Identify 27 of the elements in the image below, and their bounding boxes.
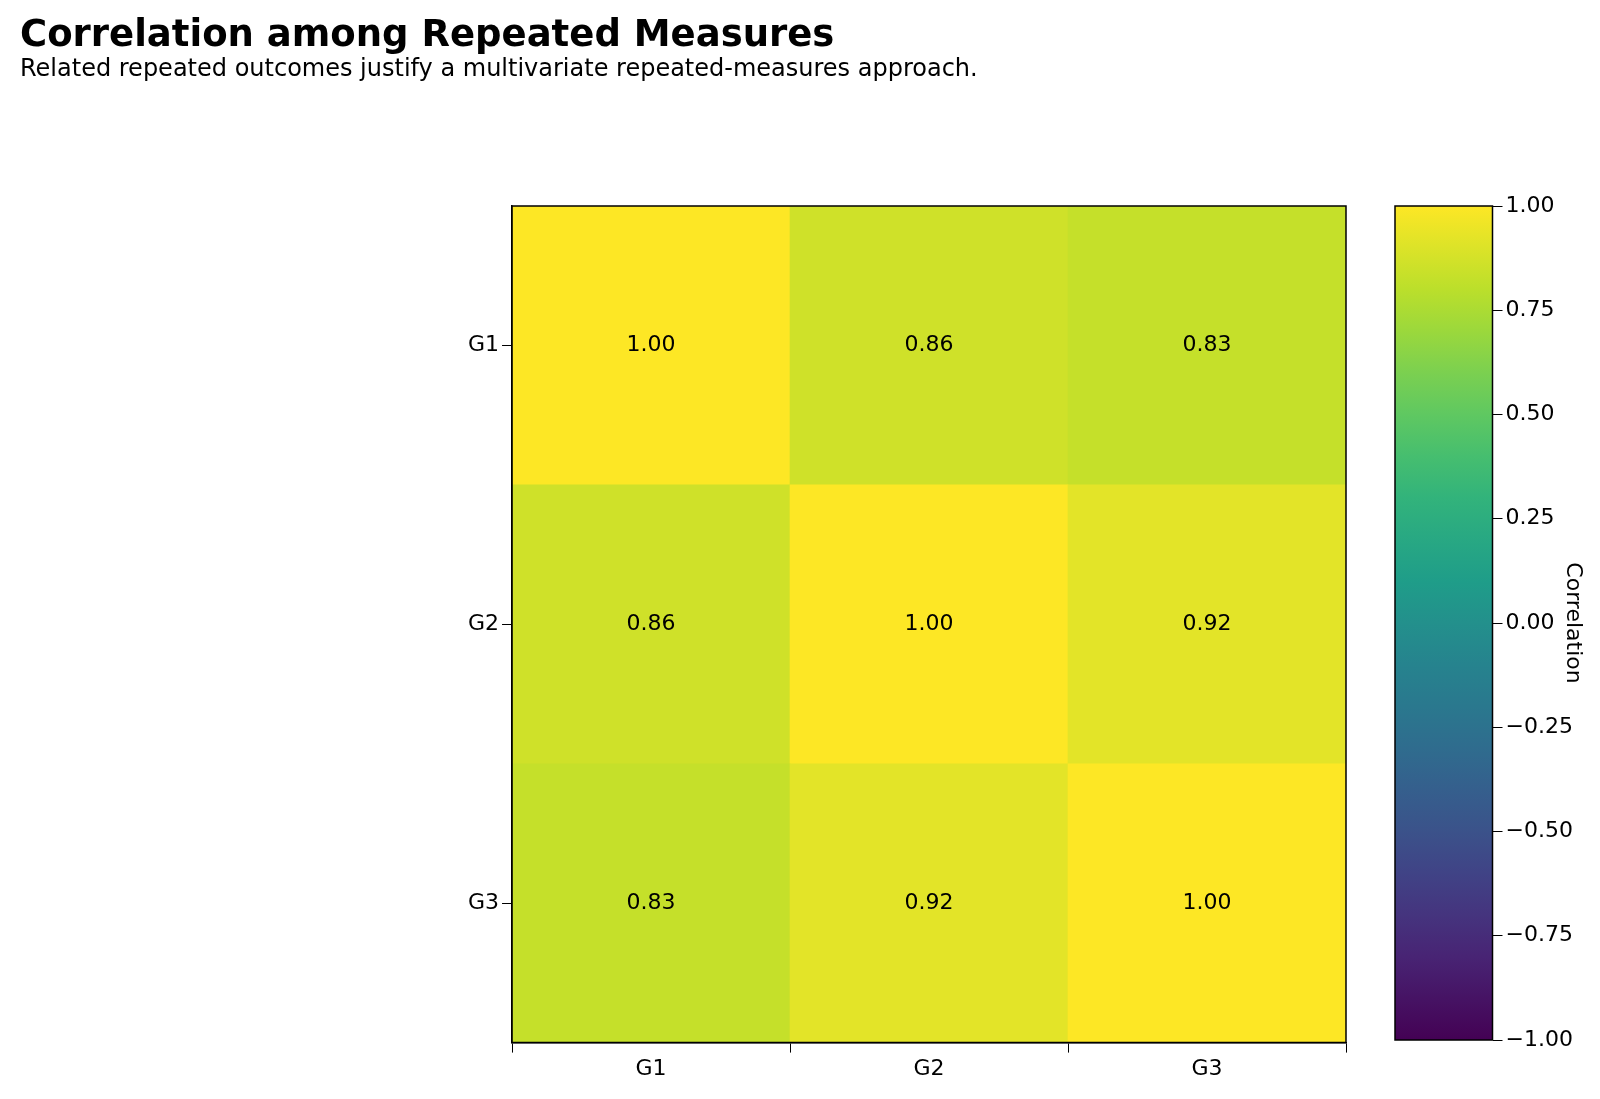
x-tick-label: G2: [913, 1054, 945, 1080]
color-bar-label: 0.75: [1505, 295, 1555, 321]
data-label: 0.86: [904, 331, 954, 357]
color-bar-label: 0.00: [1505, 608, 1555, 634]
color-bar-label: −0.50: [1505, 817, 1573, 843]
color-bar-title: Correlation: [1562, 562, 1588, 684]
chart-title: Correlation among Repeated Measures: [20, 12, 835, 55]
color-bar-label: 1.00: [1505, 191, 1555, 217]
y-tick-label: G1: [468, 331, 500, 357]
data-label: 0.92: [904, 888, 954, 914]
data-label: 0.92: [1182, 610, 1232, 636]
color-bar-label: −0.75: [1505, 921, 1573, 947]
x-tick-label: G3: [1191, 1054, 1223, 1080]
color-bar-label: −1.00: [1505, 1025, 1573, 1051]
data-label: 1.00: [904, 610, 954, 636]
data-label: 1.00: [626, 331, 676, 357]
data-label: 1.00: [1182, 888, 1232, 914]
color-bar-label: −0.25: [1505, 712, 1573, 738]
x-tick-label: G1: [635, 1054, 667, 1080]
y-tick-label: G2: [468, 610, 500, 636]
data-label: 0.83: [626, 888, 676, 914]
chart-subtitle: Related repeated outcomes justify a multivariate repeated-measures approach.: [20, 54, 978, 82]
color-bar-label: 0.50: [1505, 400, 1555, 426]
data-label: 0.86: [626, 610, 676, 636]
color-bar-label: 0.25: [1505, 504, 1555, 530]
data-label: 0.83: [1182, 331, 1232, 357]
y-tick-label: G3: [468, 888, 500, 914]
